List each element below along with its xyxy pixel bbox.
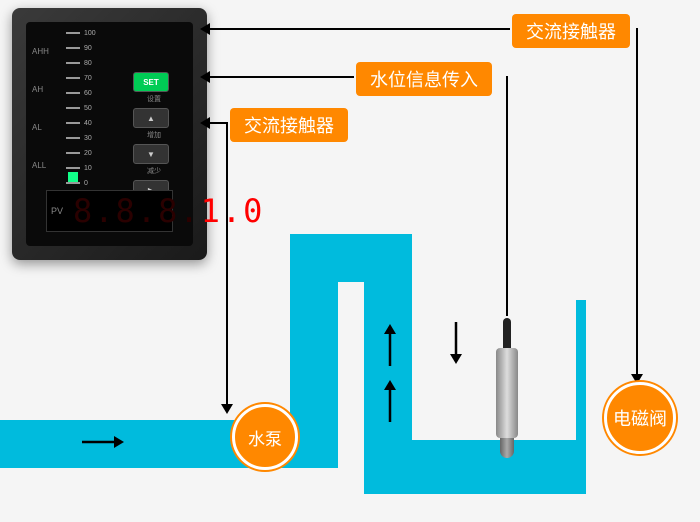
arrow-head — [200, 117, 210, 129]
signal-line — [208, 122, 228, 124]
set-label: 设置 — [133, 94, 175, 104]
label-ac-contactor-left: 交流接触器 — [230, 108, 348, 142]
sensor-body — [496, 348, 518, 438]
display-dim: 8.8.8. — [73, 192, 201, 230]
signal-line — [226, 122, 228, 410]
signal-line — [208, 76, 354, 78]
label-level-signal: 水位信息传入 — [356, 62, 492, 96]
label-valve: 电磁阀 — [604, 382, 676, 454]
alarm-labels: AHH AH AL ALL — [32, 42, 49, 194]
down-button[interactable]: ▼ — [133, 144, 169, 164]
flow-arrow — [446, 320, 466, 364]
up-label: 增加 — [133, 130, 175, 140]
pv-label: PV — [51, 206, 63, 216]
up-button[interactable]: ▲ — [133, 108, 169, 128]
level-controller: AHH AH AL ALL 100 90 80 70 60 50 40 30 2… — [12, 8, 207, 260]
signal-line — [636, 28, 638, 380]
controller-panel: AHH AH AL ALL 100 90 80 70 60 50 40 30 2… — [26, 22, 193, 246]
arrow-head — [200, 23, 210, 35]
flow-arrow — [380, 324, 400, 368]
sensor-cable — [503, 318, 511, 348]
sensor-probe — [500, 438, 514, 458]
down-label: 减少 — [133, 166, 175, 176]
tank-floor — [364, 484, 586, 494]
arrow-head — [200, 71, 210, 83]
signal-line — [208, 28, 510, 30]
flow-arrow — [380, 380, 400, 424]
tank-wall-right — [576, 300, 586, 494]
alarm-all: ALL — [32, 156, 49, 176]
bar-graph — [66, 32, 80, 182]
alarm-al: AL — [32, 118, 49, 138]
label-pump: 水泵 — [232, 404, 298, 470]
digital-display: PV 8.8.8. 1.0 — [46, 190, 173, 232]
level-sensor — [496, 318, 518, 458]
signal-line — [506, 76, 508, 316]
set-button[interactable]: SET — [133, 72, 169, 92]
label-ac-contactor-top: 交流接触器 — [512, 14, 630, 48]
display-value: 1.0 — [201, 192, 265, 230]
scale-numbers: 100 90 80 70 60 50 40 30 20 10 0 — [84, 30, 96, 195]
flow-arrow — [80, 432, 124, 452]
arrow-head — [221, 404, 233, 414]
alarm-ahh: AHH — [32, 42, 49, 62]
alarm-ah: AH — [32, 80, 49, 100]
bar-level-indicator — [68, 172, 78, 182]
